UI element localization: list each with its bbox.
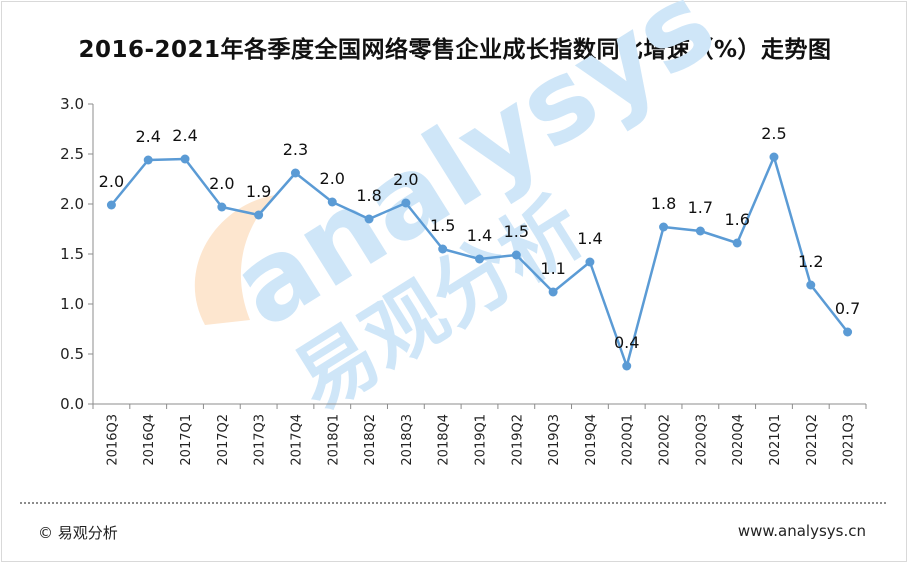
series-line — [106, 152, 853, 371]
y-tick-label: 2.0 — [60, 195, 84, 213]
data-label: 1.5 — [430, 216, 455, 235]
x-tick-label: 2020Q4 — [731, 414, 746, 466]
data-point — [585, 257, 595, 267]
data-label: 2.4 — [172, 126, 197, 145]
x-tick-label: 2017Q4 — [289, 414, 304, 466]
y-tick-label: 1.0 — [60, 295, 84, 313]
footer-divider — [20, 502, 886, 504]
data-point — [732, 238, 742, 248]
x-tick-label: 2019Q3 — [547, 414, 562, 466]
data-point — [438, 244, 448, 254]
data-point — [364, 214, 374, 224]
data-point — [622, 361, 632, 371]
data-point — [217, 202, 227, 212]
x-tick-label: 2018Q3 — [400, 414, 415, 466]
data-label: 2.3 — [283, 140, 308, 159]
data-point — [143, 155, 153, 165]
x-tick-label: 2020Q2 — [658, 414, 673, 466]
x-tick-label: 2019Q1 — [474, 414, 489, 466]
data-label: 1.4 — [467, 226, 492, 245]
data-label: 1.5 — [504, 222, 529, 241]
x-tick-label: 2020Q1 — [621, 414, 636, 466]
data-label: 1.2 — [798, 252, 823, 271]
y-axis-ticks: 0.0 0.5 1.0 1.5 2.0 2.5 3.0 — [60, 95, 93, 413]
y-tick-label: 1.5 — [60, 245, 84, 263]
data-label: 1.8 — [356, 186, 381, 205]
data-label: 2.4 — [135, 127, 160, 146]
data-label: 2.0 — [393, 170, 418, 189]
x-tick-label: 2020Q3 — [694, 414, 709, 466]
x-tick-label: 2017Q1 — [179, 414, 194, 466]
data-point — [290, 168, 300, 178]
x-tick-label: 2018Q1 — [326, 414, 341, 466]
data-label: 2.0 — [99, 172, 124, 191]
data-point — [180, 154, 190, 164]
data-label: 2.0 — [209, 174, 234, 193]
data-point — [401, 198, 411, 208]
data-point — [548, 287, 558, 297]
data-label: 1.4 — [577, 229, 602, 248]
data-labels: 2.0 2.4 2.4 2.0 1.9 2.3 2.0 1.8 2.0 1.5 1.4 1.5 1.1 1… — [99, 124, 861, 352]
source-url: www.analysys.cn — [737, 522, 866, 540]
data-point — [327, 197, 337, 207]
x-tick-label: 2016Q4 — [142, 414, 157, 466]
x-tick-label: 2021Q2 — [805, 414, 820, 466]
watermark-swoosh — [194, 195, 275, 325]
data-point — [806, 280, 816, 290]
data-point — [843, 327, 853, 337]
data-label: 1.6 — [724, 210, 749, 229]
data-label: 1.9 — [246, 182, 271, 201]
x-axis-ticks: 2016Q3 2016Q4 2017Q1 2017Q2 2017Q3 2017Q4 2018… — [92, 404, 867, 466]
x-tick-label: 2018Q2 — [363, 414, 378, 466]
data-label: 0.7 — [835, 299, 860, 318]
chart-title: 2016-2021年各季度全国网络零售企业成长指数同比增速（%）走势图 — [78, 37, 832, 63]
data-point — [475, 254, 484, 264]
data-point — [659, 222, 669, 232]
data-point — [254, 210, 264, 220]
y-tick-label: 3.0 — [60, 95, 84, 113]
x-tick-label: 2021Q3 — [842, 414, 857, 466]
x-tick-label: 2021Q1 — [768, 414, 783, 466]
y-tick-label: 2.5 — [60, 145, 84, 163]
data-point — [769, 152, 779, 162]
data-label: 1.8 — [651, 194, 676, 213]
data-label: 1.1 — [540, 259, 565, 278]
x-tick-label: 2018Q4 — [437, 414, 452, 466]
copyright-text: © 易观分析 — [38, 524, 118, 542]
x-tick-label: 2019Q2 — [510, 414, 525, 466]
x-tick-label: 2017Q3 — [253, 414, 268, 466]
data-point — [511, 250, 521, 260]
y-tick-label: 0.0 — [60, 395, 84, 413]
x-tick-label: 2017Q2 — [216, 414, 231, 466]
y-tick-label: 0.5 — [60, 345, 84, 363]
data-label: 2.5 — [761, 124, 786, 143]
x-tick-label: 2016Q3 — [105, 414, 120, 466]
data-label: 1.7 — [688, 198, 713, 217]
x-tick-label: 2019Q4 — [584, 414, 599, 466]
data-point — [695, 226, 705, 236]
data-point — [106, 200, 116, 210]
watermark: analysys 易观分析 — [194, 0, 736, 428]
data-label: 2.0 — [320, 169, 345, 188]
data-label: 0.4 — [614, 333, 639, 352]
